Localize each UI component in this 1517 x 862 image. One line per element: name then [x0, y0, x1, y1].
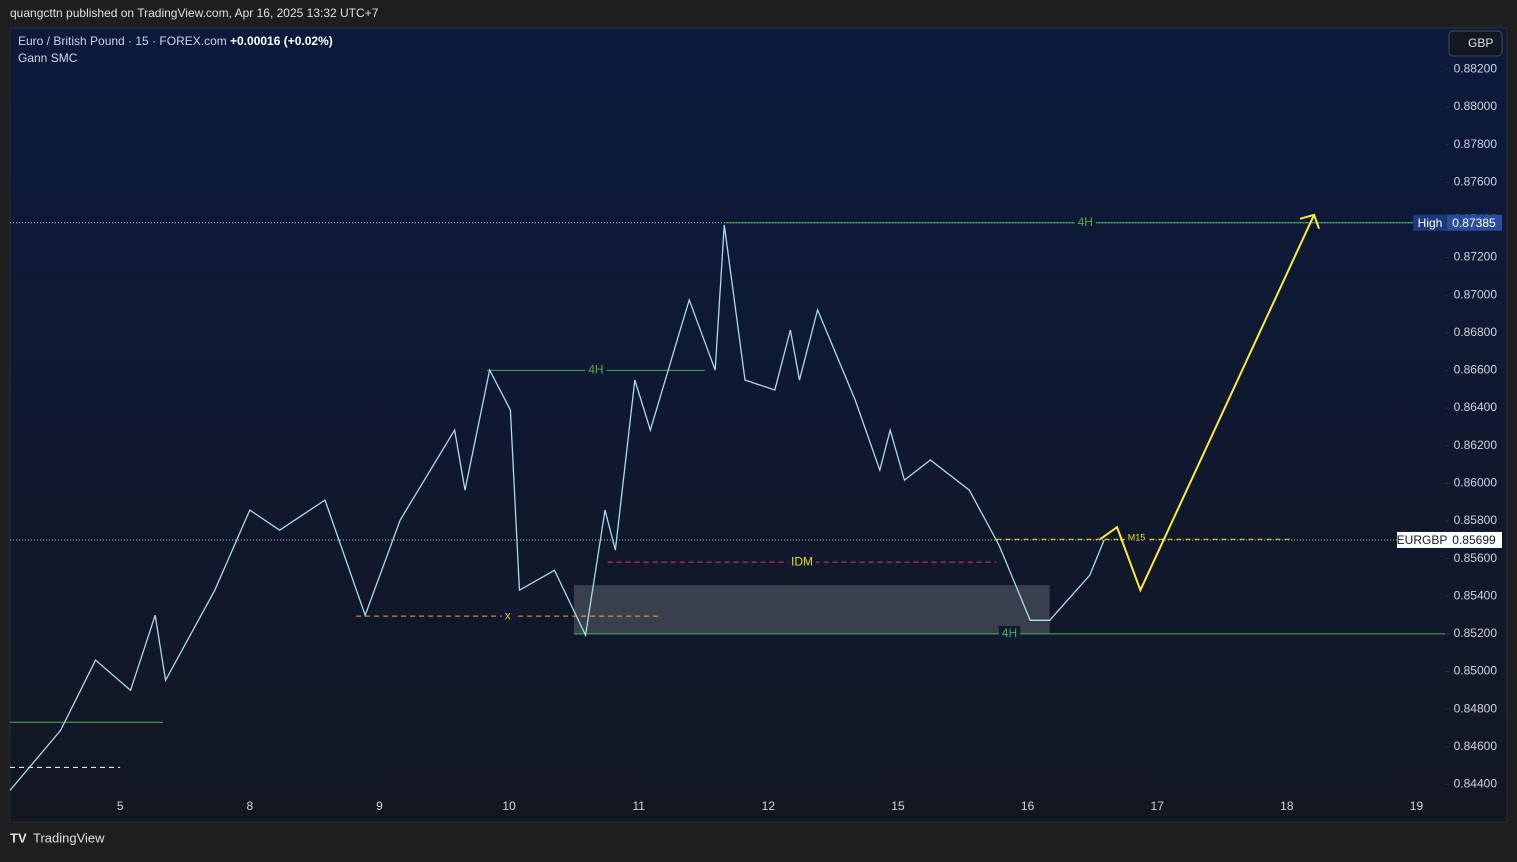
- price-line: [9, 224, 1105, 791]
- y-tick-label: 0.86000: [1454, 475, 1498, 489]
- indicator-name: Gann SMC: [18, 51, 78, 65]
- level-label-bg: [788, 554, 817, 569]
- y-tick-label: 0.86800: [1454, 325, 1498, 339]
- level-label: M15: [1128, 533, 1146, 543]
- x-tick-label: 18: [1280, 799, 1294, 813]
- level-label-bg: [998, 626, 1021, 641]
- y-tick-label: 0.87200: [1454, 250, 1498, 264]
- y-tick-label: 0.85200: [1454, 626, 1498, 640]
- published-line: quangcttn published on TradingView.com, …: [10, 6, 379, 20]
- x-tick-label: 11: [632, 799, 645, 813]
- y-tick-label: 0.86200: [1454, 438, 1498, 452]
- y-tick-label: 0.87600: [1454, 174, 1498, 188]
- currency-button[interactable]: [1448, 30, 1503, 57]
- y-tick-label: 0.85000: [1454, 664, 1498, 678]
- projection: [1099, 214, 1315, 593]
- x-tick-label: 8: [246, 799, 253, 813]
- last-tag-label: EURGBP: [1397, 533, 1448, 547]
- last-value-bg: [1447, 531, 1502, 548]
- y-tick-label: 0.84800: [1454, 701, 1498, 715]
- level-label-bg: [501, 608, 514, 623]
- x-tick-label: 10: [502, 799, 516, 813]
- y-tick-label: 0.88000: [1454, 99, 1498, 113]
- currency-label[interactable]: GBP: [1468, 36, 1493, 50]
- level-label-bg: [585, 362, 607, 377]
- level-label: 4H: [588, 363, 603, 377]
- y-tick-label: 0.85800: [1454, 513, 1498, 527]
- x-tick-label: 17: [1151, 799, 1165, 813]
- y-tick-label: 0.87800: [1454, 137, 1498, 151]
- high-value: 0.87385: [1452, 216, 1496, 230]
- last-tag-bg: [1397, 531, 1447, 548]
- x-tick-label: 16: [1021, 799, 1035, 813]
- high-tag-label: High: [1418, 216, 1443, 230]
- y-tick-label: 0.84600: [1454, 739, 1498, 753]
- x-tick-label: 5: [117, 799, 124, 813]
- plot-area: [9, 27, 1508, 823]
- price-change: +0.00016 (+0.02%): [230, 34, 333, 48]
- level-label: x: [505, 608, 511, 622]
- level-label-bg: [1124, 532, 1149, 543]
- brand: TradingView: [33, 830, 105, 845]
- x-tick-label: 12: [762, 799, 776, 813]
- y-tick-label: 0.85400: [1454, 588, 1498, 602]
- chart-title: Euro / British Pound · 15 · FOREX.com: [18, 34, 227, 48]
- y-tick-label: 0.87000: [1454, 287, 1498, 301]
- y-tick-label: 0.88200: [1454, 62, 1498, 76]
- y-tick-label: 0.86600: [1454, 363, 1498, 377]
- projection-arrow: [1299, 213, 1321, 230]
- zone: [573, 585, 1050, 634]
- level-label: 4H: [1078, 215, 1093, 229]
- x-tick-label: 9: [376, 799, 383, 813]
- level-label: IDM: [791, 554, 813, 568]
- brand-logo: TV: [10, 830, 27, 845]
- y-tick-label: 0.84400: [1454, 777, 1498, 791]
- y-tick-label: 0.85600: [1454, 551, 1498, 565]
- level-label-bg: [1074, 214, 1096, 229]
- high-value-bg: [1447, 214, 1502, 231]
- x-tick-label: 15: [891, 799, 905, 813]
- last-value: 0.85699: [1452, 533, 1496, 547]
- high-tag-bg: [1413, 214, 1447, 231]
- x-tick-label: 19: [1410, 799, 1424, 813]
- level-label: 4H: [1002, 626, 1017, 640]
- y-tick-label: 0.86400: [1454, 400, 1498, 414]
